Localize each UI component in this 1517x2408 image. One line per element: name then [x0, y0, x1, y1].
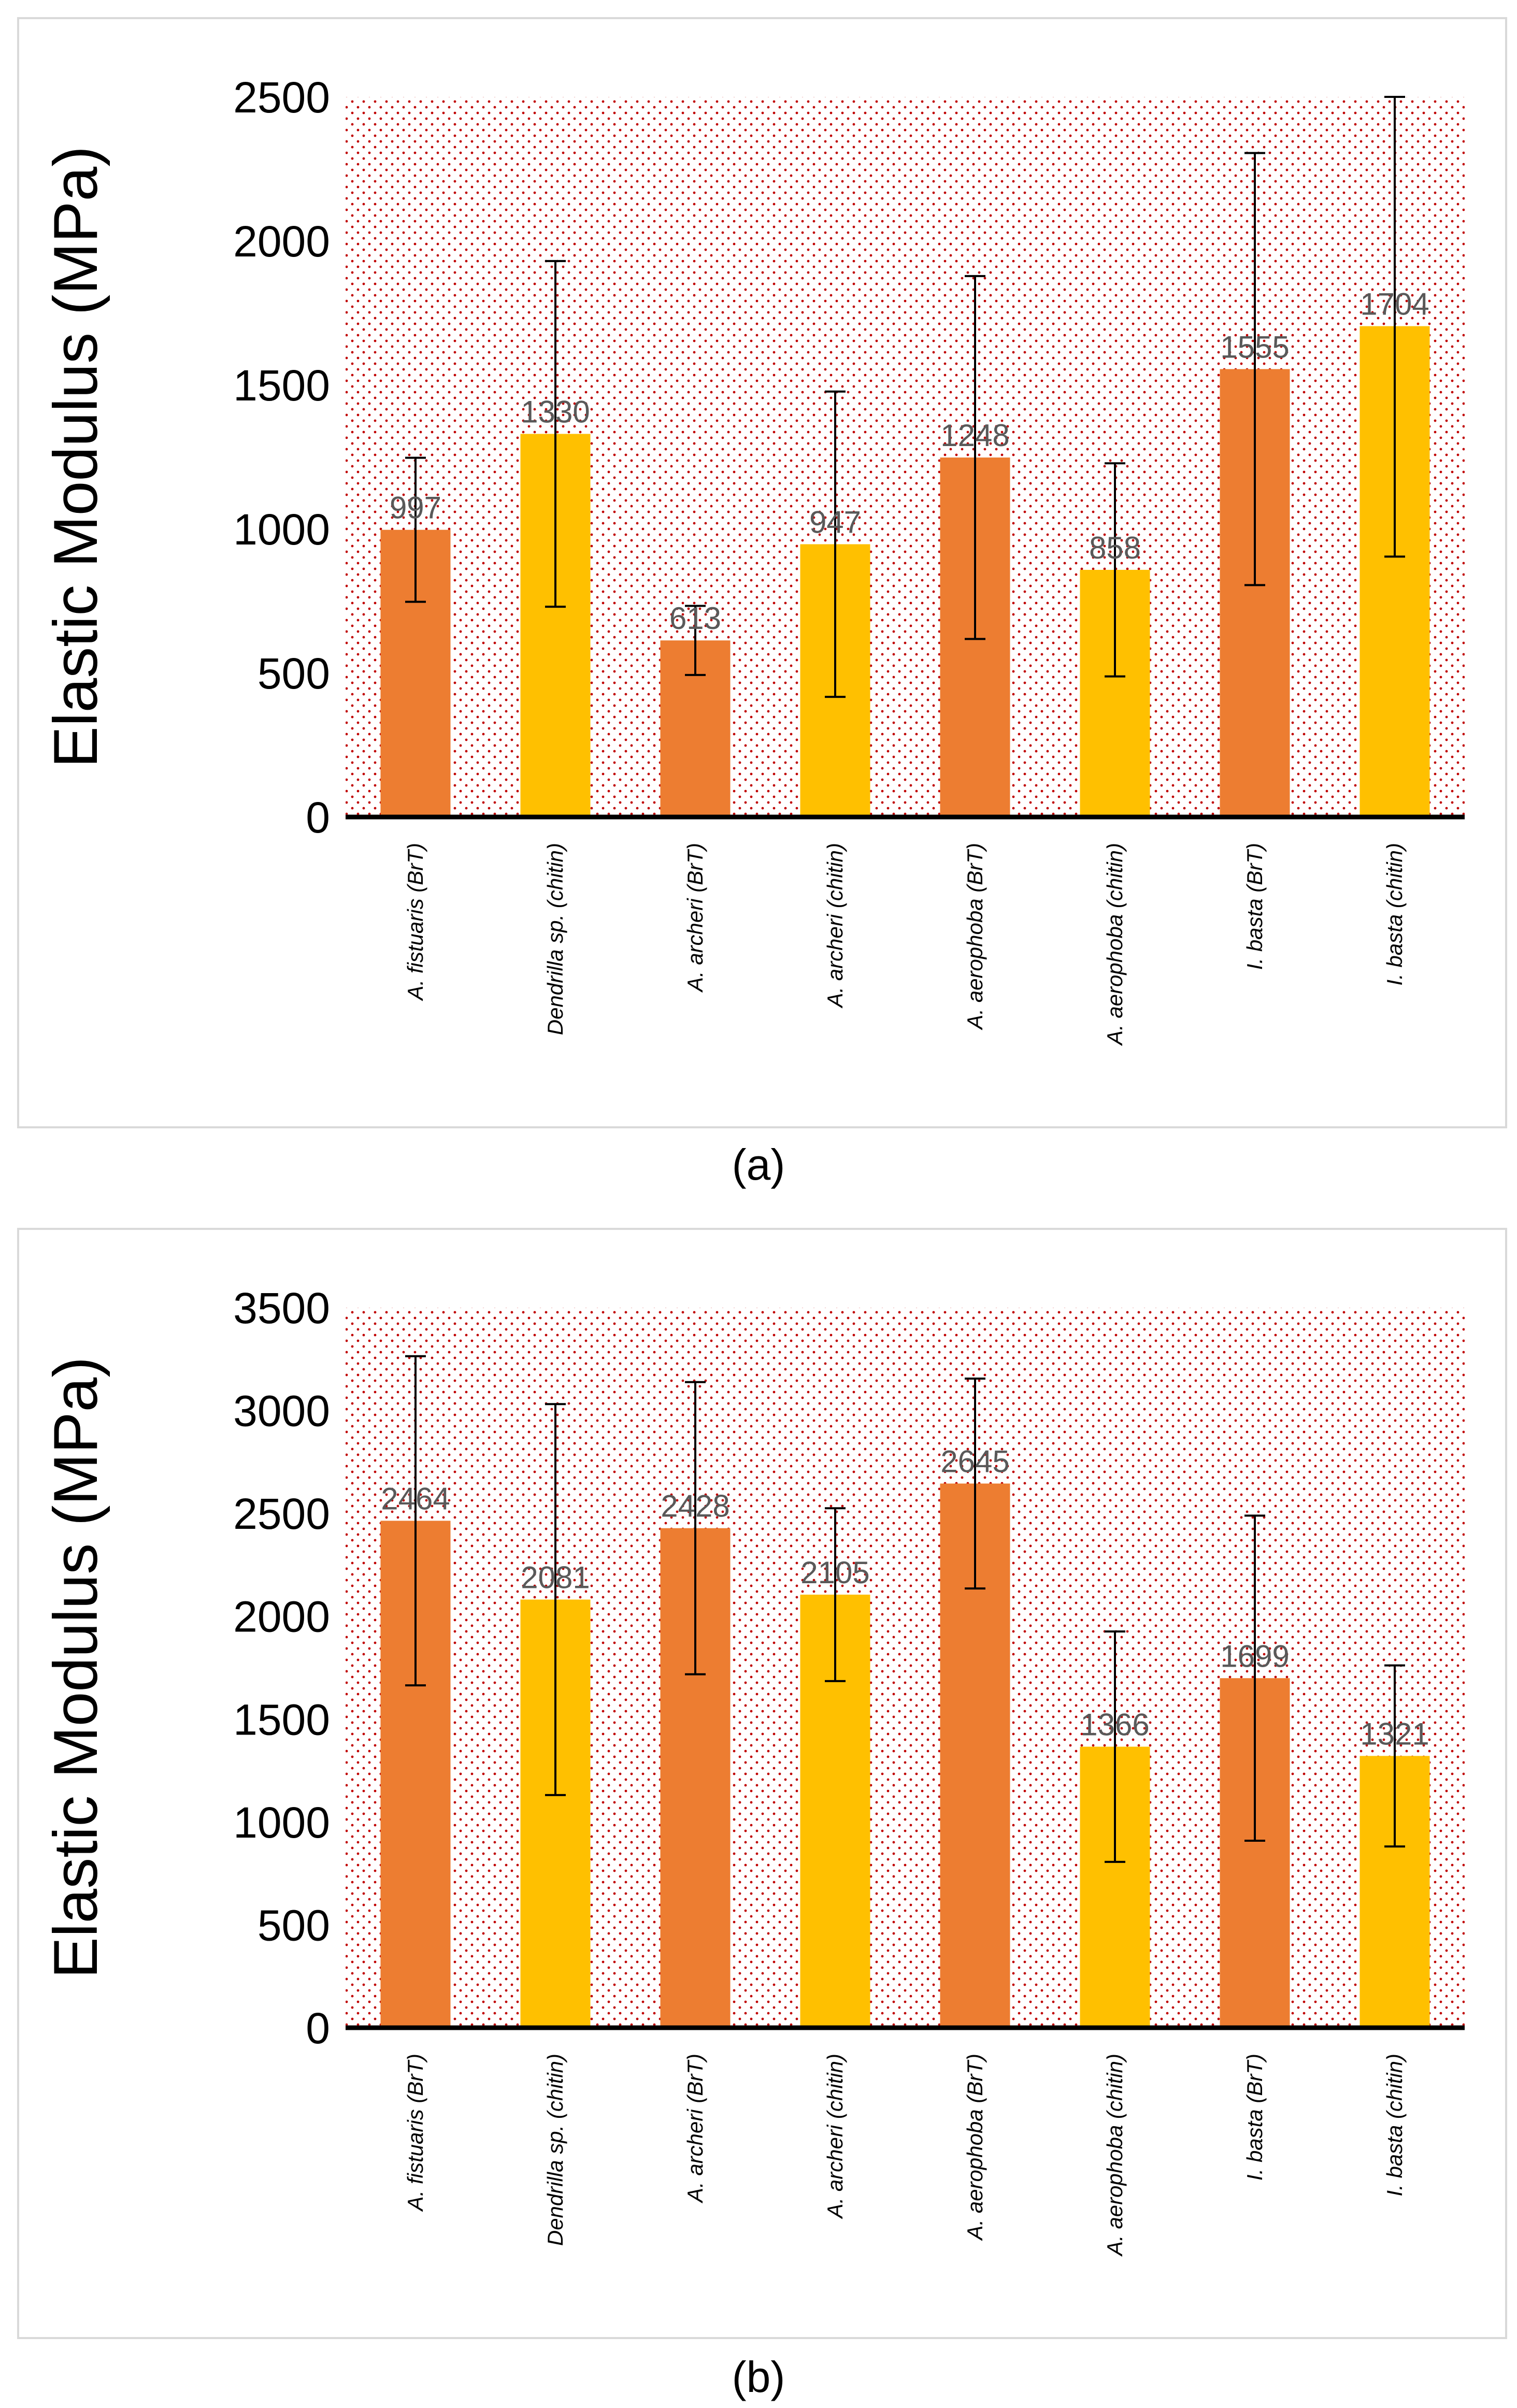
category-label: A. aerophoba (chitin) — [1103, 2054, 1127, 2257]
chart-a-svg: 0 500 1000 1500 2000 2500 Elastic Modulus (MPa… — [41, 73, 1465, 1047]
y-tick-label: 0 — [306, 2004, 330, 2053]
data-label: 1704 — [1360, 287, 1429, 322]
data-label: 1699 — [1220, 1639, 1289, 1673]
y-axis-title: Elastic Modulus (MPa) — [41, 1357, 110, 1979]
caption-a: (a) — [732, 1140, 785, 1189]
data-label: 1366 — [1080, 1708, 1149, 1742]
data-label: 1555 — [1220, 329, 1289, 364]
y-tick-label: 2500 — [233, 73, 330, 122]
data-label: 2428 — [661, 1489, 729, 1524]
y-axis-title: Elastic Modulus (MPa) — [41, 146, 110, 768]
y-tick-label: 2500 — [233, 1489, 330, 1538]
plot-area — [346, 1308, 1465, 2028]
y-tick-label: 3500 — [233, 1284, 330, 1332]
category-label: A. aerophoba (BrT) — [963, 843, 987, 1031]
data-label: 858 — [1089, 531, 1141, 565]
chart-b-svg: 0 500 1000 1500 2000 2500 3000 3500 Elastic Modu… — [41, 1284, 1465, 2257]
category-label: I. basta (BrT) — [1242, 2054, 1267, 2181]
category-label: A. fistuaris (BrT) — [403, 843, 427, 1001]
category-label: I. basta (chitin) — [1382, 843, 1407, 985]
data-label: 2645 — [940, 1444, 1009, 1479]
category-label: A. aerophoba (chitin) — [1103, 843, 1127, 1047]
chart-panel-a: 0 500 1000 1500 2000 2500 Elastic Modulus (MPa… — [17, 17, 1507, 1128]
category-label: Dendrilla sp. (chitin) — [543, 843, 567, 1035]
category-label: I. basta (chitin) — [1382, 2054, 1407, 2196]
caption-b: (b) — [732, 2353, 785, 2401]
data-label: 997 — [390, 491, 441, 525]
category-label: A. archeri (BrT) — [683, 843, 707, 993]
y-tick-label: 1500 — [233, 361, 330, 410]
category-label: A. archeri (BrT) — [683, 2054, 707, 2204]
category-label: A. fistuaris (BrT) — [403, 2054, 427, 2212]
data-label: 1330 — [521, 395, 590, 429]
chart-panel-b: 0 500 1000 1500 2000 2500 3000 3500 Elastic Modu… — [17, 1228, 1507, 2339]
data-label: 1321 — [1360, 1716, 1429, 1751]
category-label: I. basta (BrT) — [1242, 843, 1267, 970]
data-label: 2081 — [521, 1560, 590, 1595]
category-label: Dendrilla sp. (chitin) — [543, 2054, 567, 2246]
y-tick-label: 2000 — [233, 1593, 330, 1641]
category-label: A. aerophoba (BrT) — [963, 2054, 987, 2242]
data-label: 947 — [809, 505, 861, 539]
y-tick-label: 1500 — [233, 1695, 330, 1744]
y-tick-label: 500 — [257, 649, 330, 698]
y-tick-label: 1000 — [233, 505, 330, 554]
data-label: 2464 — [381, 1481, 450, 1516]
plot-area — [346, 97, 1465, 817]
y-tick-label: 3000 — [233, 1387, 330, 1436]
y-tick-label: 1000 — [233, 1798, 330, 1847]
y-tick-label: 2000 — [233, 217, 330, 266]
data-label: 613 — [669, 601, 721, 636]
category-label: A. archeri (chitin) — [823, 2054, 847, 2219]
y-tick-label: 500 — [257, 1901, 330, 1950]
y-tick-label: 0 — [306, 793, 330, 842]
data-label: 1248 — [940, 418, 1009, 453]
data-label: 2105 — [800, 1555, 869, 1590]
category-label: A. archeri (chitin) — [823, 843, 847, 1009]
